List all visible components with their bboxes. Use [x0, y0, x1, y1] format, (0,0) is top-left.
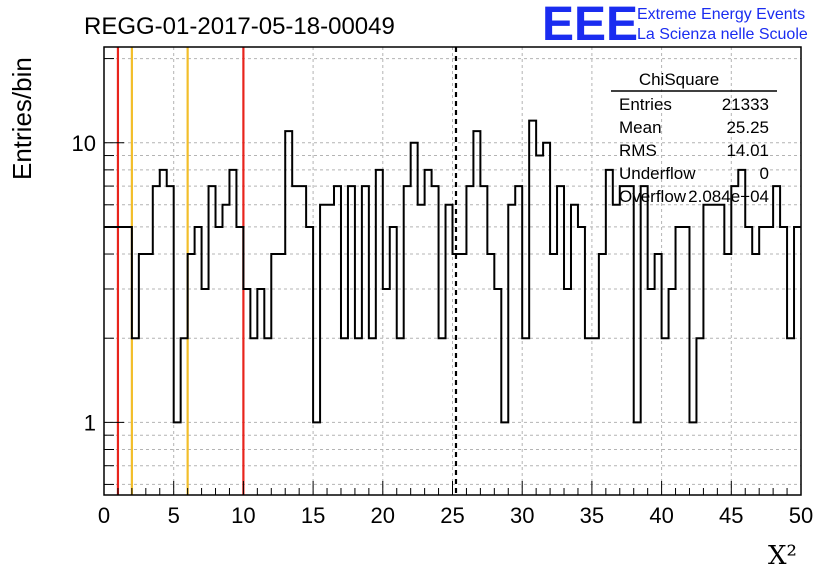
stats-label-mean: Mean	[619, 118, 662, 137]
stats-label-underflow: Underflow	[619, 164, 696, 183]
x-tick-label: 30	[510, 503, 534, 528]
logo-line-2: La Scienza nelle Scuole	[637, 26, 808, 43]
logo-mark: EEE	[542, 0, 638, 51]
stats-value-underflow: 0	[760, 164, 769, 183]
x-tick-label: 5	[168, 503, 180, 528]
x-tick-label: 50	[789, 503, 813, 528]
stats-label-rms: RMS	[619, 141, 657, 160]
grid	[104, 47, 801, 495]
y-tick-label: 1	[84, 410, 96, 435]
axes	[103, 46, 802, 496]
x-tick-label: 20	[371, 503, 395, 528]
x-tick-label: 0	[98, 503, 110, 528]
x-tick-label: 45	[719, 503, 743, 528]
y-tick-label: 10	[72, 131, 96, 156]
x-tick-label: 40	[649, 503, 673, 528]
eee-logo: EEE Extreme Energy Events La Scienza nel…	[542, 0, 808, 51]
y-axis-label: Entries/bin	[7, 57, 37, 180]
x-tick-label: 15	[301, 503, 325, 528]
stats-title: ChiSquare	[639, 70, 719, 89]
stats-label-entries: Entries	[619, 95, 672, 114]
x-axis-label: X²	[768, 541, 797, 571]
stats-value-rms: 14.01	[726, 141, 769, 160]
stats-box: ChiSquare Entries 21333 Mean 25.25 RMS 1…	[611, 70, 777, 206]
histogram-series	[104, 119, 801, 424]
chart-title: REGG-01-2017-05-18-00049	[84, 13, 395, 40]
stats-value-overflow: 2.084e+04	[688, 187, 769, 206]
stats-label-overflow: Overflow	[619, 187, 687, 206]
reference-lines	[116, 47, 458, 495]
stats-value-entries: 21333	[722, 95, 769, 114]
x-tick-label: 10	[231, 503, 255, 528]
tick-labels: 0 5 10 15 20 25 30 35 40 45 50 1 10	[72, 131, 814, 528]
x-tick-label: 35	[580, 503, 604, 528]
logo-line-1: Extreme Energy Events	[637, 6, 805, 23]
x-tick-label: 25	[440, 503, 464, 528]
stats-value-mean: 25.25	[726, 118, 769, 137]
